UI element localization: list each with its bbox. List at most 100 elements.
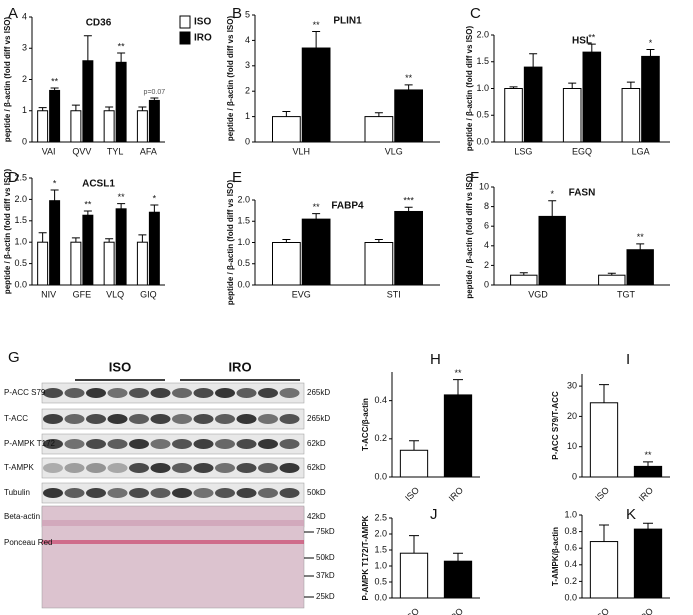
blot-band — [129, 463, 149, 473]
panel-letter: J — [430, 506, 438, 523]
legend-label: IRO — [194, 33, 212, 44]
error-bar — [607, 272, 616, 276]
x-tick-label: QVV — [72, 146, 91, 156]
x-tick-label: TYL — [107, 146, 124, 156]
blot-band — [193, 488, 214, 498]
y-tick-label: 20 — [567, 411, 577, 421]
y-tick-label: 1 — [245, 111, 250, 121]
bar — [115, 208, 127, 286]
x-tick-label: VGD — [528, 289, 548, 299]
row-size: 265kD — [307, 388, 330, 397]
y-tick-label: 2 — [22, 74, 27, 84]
y-tick-label: 2.0 — [374, 528, 387, 538]
y-axis-label: peptide / β-actin (fold diff vs ISO) — [226, 16, 235, 142]
x-tick-label: ISO — [403, 485, 421, 503]
x-tick-label: ISO — [403, 606, 421, 615]
error-bar — [150, 204, 159, 213]
y-tick-label: 4 — [484, 240, 489, 250]
bar — [523, 66, 543, 143]
error-bar — [282, 239, 291, 243]
y-axis-label: peptide / β-actin (fold diff vs ISO) — [465, 173, 474, 299]
significance: * — [53, 178, 57, 188]
x-tick-label: LGA — [632, 146, 650, 156]
blot-band — [43, 439, 63, 449]
x-tick-label: GIQ — [140, 289, 157, 299]
panel-letter: I — [626, 351, 630, 368]
panel-title: FABP4 — [331, 201, 364, 212]
x-tick-label: IRO — [447, 485, 465, 503]
blot-band — [64, 488, 85, 498]
x-tick-label: EVG — [292, 289, 311, 299]
bar — [272, 116, 301, 143]
significance: ** — [454, 368, 462, 378]
row-size: 62kD — [307, 463, 326, 472]
y-axis-label: peptide / β-actin (fold diff vs ISO) — [226, 180, 235, 306]
blot-band — [215, 388, 235, 398]
x-tick-label: IRO — [447, 606, 465, 615]
y-tick-label: 1.5 — [14, 215, 27, 225]
y-tick-label: 2 — [484, 260, 489, 270]
group-label: IRO — [228, 359, 251, 374]
error-bar — [105, 106, 114, 111]
significance: ** — [84, 199, 92, 209]
significance: * — [649, 38, 653, 48]
y-tick-label: 0.2 — [374, 433, 387, 443]
significance: *** — [403, 196, 414, 206]
bar — [582, 51, 602, 143]
y-tick-label: 2.5 — [14, 172, 27, 182]
y-tick-label: 1.5 — [476, 56, 489, 66]
blot-band — [150, 388, 171, 398]
bar — [136, 110, 148, 143]
x-tick-label: VLQ — [106, 289, 124, 299]
marker-label: 75kD — [316, 527, 335, 536]
blot-band — [193, 463, 214, 473]
error-bar — [83, 210, 92, 216]
y-tick-label: 6 — [484, 221, 489, 231]
bar — [399, 552, 429, 599]
blot-band — [279, 463, 300, 473]
significance: ** — [405, 73, 413, 83]
blot-band — [215, 463, 235, 473]
blot-band — [150, 414, 171, 424]
blot-band — [64, 463, 85, 473]
error-bar — [105, 238, 114, 243]
significance: p=0.07 — [144, 89, 166, 96]
bar — [103, 241, 115, 286]
blot-band — [43, 388, 63, 398]
legend-swatch — [179, 31, 191, 45]
x-tick-label: AFA — [140, 146, 157, 156]
y-tick-label: 1.0 — [237, 237, 250, 247]
bar — [272, 242, 301, 286]
y-tick-label: 0.2 — [564, 576, 577, 586]
y-tick-label: 4 — [245, 35, 250, 45]
error-bar — [646, 48, 655, 57]
error-bar — [643, 522, 653, 530]
bar — [115, 61, 127, 143]
y-tick-label: 8 — [484, 201, 489, 211]
error-bar — [453, 379, 463, 395]
row-size: 50kD — [307, 488, 326, 497]
significance: ** — [118, 41, 126, 51]
blot-band — [193, 439, 214, 449]
y-tick-label: 0 — [245, 136, 250, 146]
y-tick-label: 10 — [479, 181, 489, 191]
x-tick-label: VLG — [385, 146, 403, 156]
blot-band — [150, 463, 171, 473]
y-tick-label: 2.0 — [14, 194, 27, 204]
blot-band — [258, 388, 278, 398]
error-bar — [117, 52, 126, 63]
y-tick-label: 0.5 — [14, 258, 27, 268]
error-bar — [404, 206, 413, 212]
bar — [641, 55, 660, 143]
legend-swatch — [179, 15, 191, 29]
blot-band — [215, 414, 235, 424]
blot-band — [258, 414, 278, 424]
blot-band — [64, 439, 85, 449]
panel-letter: A — [8, 5, 18, 22]
blot-band — [236, 439, 257, 449]
blot-band — [236, 414, 257, 424]
row-label: T-ACC — [4, 414, 28, 423]
error-bar — [519, 272, 528, 276]
marker-label: 37kD — [316, 571, 335, 580]
x-tick-label: ISO — [593, 485, 611, 503]
